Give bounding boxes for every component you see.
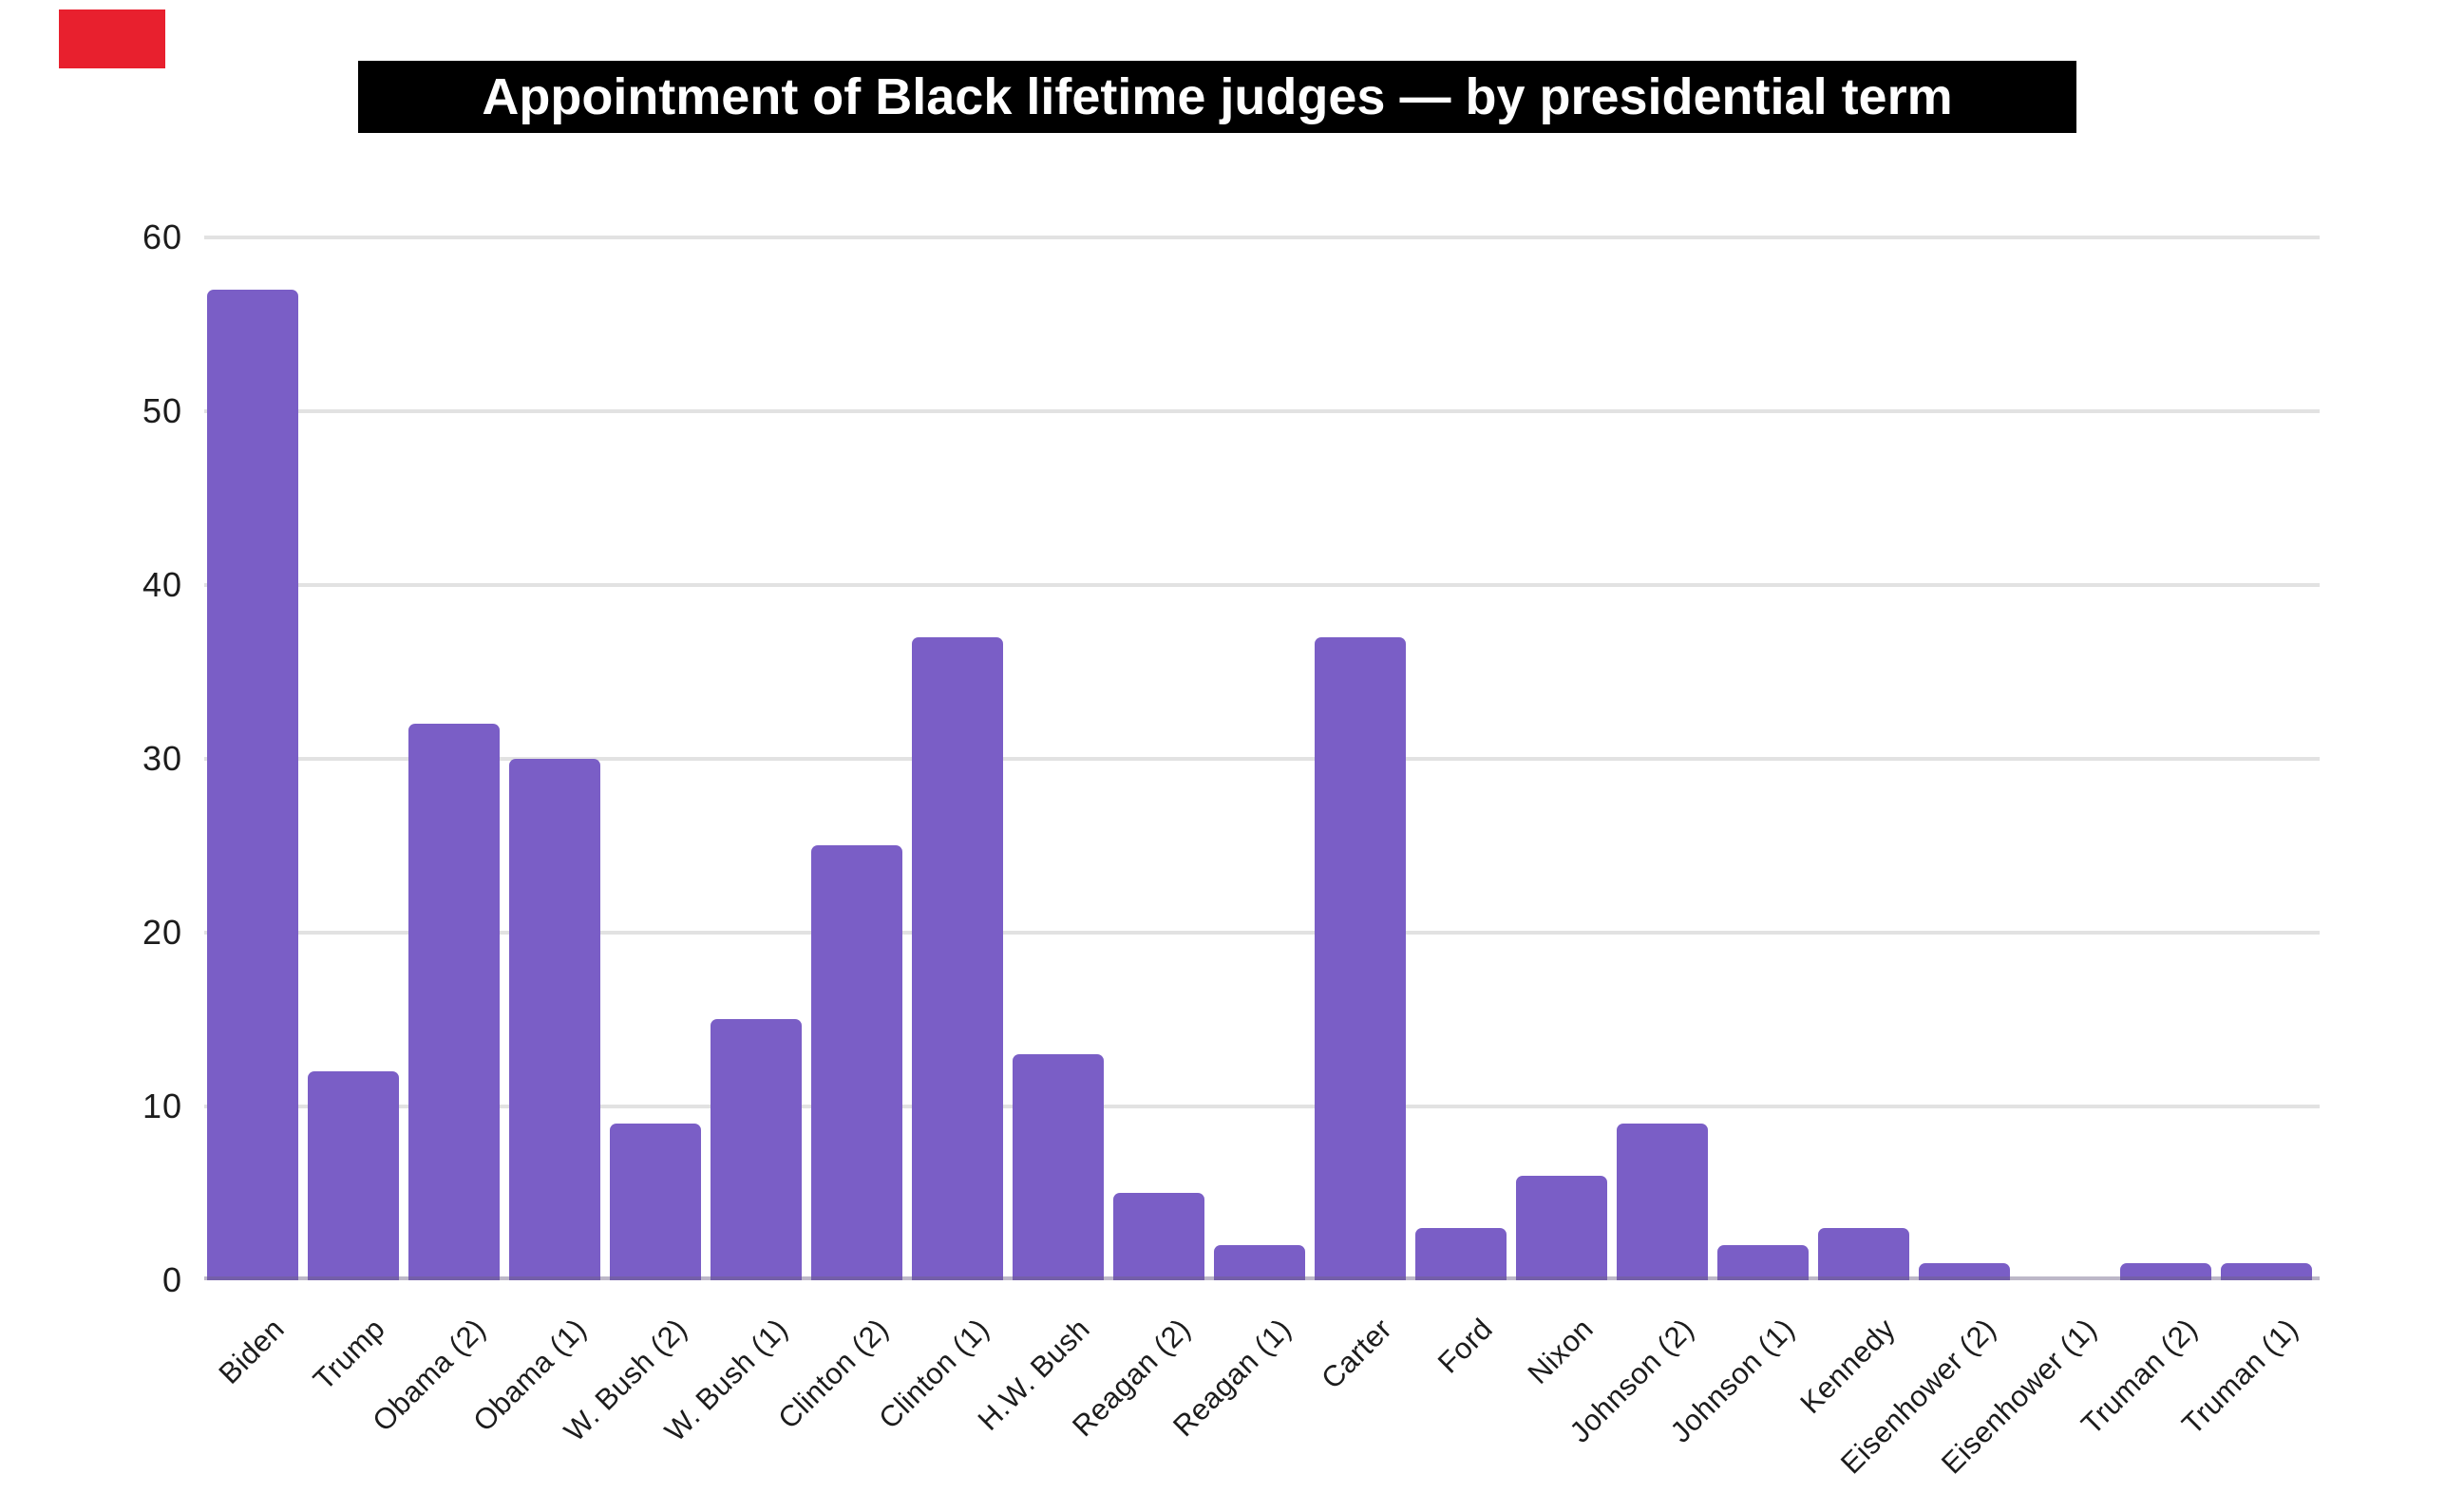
y-axis-tick-label: 40 xyxy=(142,565,182,604)
y-axis-tick-label: 20 xyxy=(142,913,182,952)
y-gridline xyxy=(204,409,2320,413)
y-gridline xyxy=(204,236,2320,239)
bar xyxy=(1013,1054,1104,1280)
y-axis-tick-label: 30 xyxy=(142,739,182,778)
x-axis-category-label: Clinton (2) xyxy=(771,1312,896,1436)
x-axis-line xyxy=(204,1276,2320,1280)
bar xyxy=(1214,1245,1305,1280)
bar xyxy=(711,1019,802,1280)
bar xyxy=(1516,1176,1607,1280)
bar xyxy=(610,1124,701,1280)
x-axis-category-label: Trump xyxy=(307,1312,392,1397)
bar xyxy=(1415,1228,1507,1280)
bar xyxy=(912,637,1003,1280)
x-axis-category-label: Ford xyxy=(1431,1312,1500,1380)
y-gridline xyxy=(204,757,2320,761)
bar xyxy=(2120,1263,2211,1280)
bar xyxy=(1113,1193,1204,1280)
bar xyxy=(1315,637,1406,1280)
bar xyxy=(1617,1124,1708,1280)
x-axis-category-label: Nixon xyxy=(1521,1312,1601,1390)
y-axis-tick-label: 10 xyxy=(142,1087,182,1125)
red-marker xyxy=(59,9,165,68)
bar xyxy=(2221,1263,2312,1280)
x-axis-category-label: Biden xyxy=(212,1312,292,1390)
y-gridline xyxy=(204,931,2320,935)
bar xyxy=(509,759,600,1280)
y-axis-tick-label: 0 xyxy=(161,1260,182,1299)
bar xyxy=(207,290,298,1280)
y-axis-tick-label: 60 xyxy=(142,217,182,256)
bar xyxy=(308,1071,399,1280)
bar xyxy=(408,724,500,1280)
bar xyxy=(1818,1228,1909,1280)
bar xyxy=(1919,1263,2010,1280)
chart-title: Appointment of Black lifetime judges — b… xyxy=(358,61,2076,133)
bar xyxy=(811,845,902,1280)
x-axis-category-label: Carter xyxy=(1315,1312,1399,1396)
y-gridline xyxy=(204,583,2320,587)
bar xyxy=(1717,1245,1809,1280)
y-gridline xyxy=(204,1105,2320,1108)
y-axis-tick-label: 50 xyxy=(142,391,182,430)
